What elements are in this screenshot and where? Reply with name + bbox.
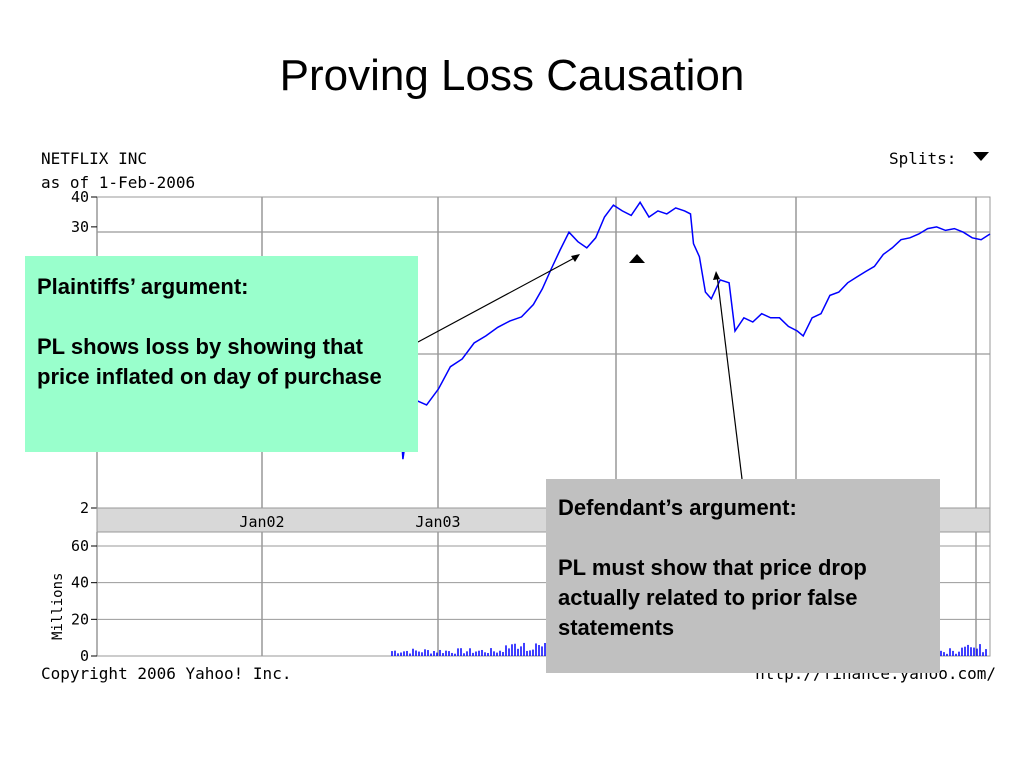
volume-tick-label: 40	[71, 574, 89, 592]
price-tick-label: 40	[71, 188, 89, 206]
volume-axis-label: Millions	[50, 573, 66, 640]
triangle-down-icon[interactable]	[973, 152, 989, 161]
defendant-body: PL must show that price drop actually re…	[558, 555, 867, 640]
volume-tick-label: 60	[71, 537, 89, 555]
price-tick-label: 30	[71, 218, 89, 236]
plaintiff-arrow	[417, 254, 580, 343]
copyright-text: Copyright 2006 Yahoo! Inc.	[41, 664, 291, 683]
volume-tick-label: 0	[80, 647, 89, 665]
slide-title: Proving Loss Causation	[279, 51, 745, 100]
plaintiff-callout: Plaintiffs’ argument: PL shows loss by s…	[25, 256, 418, 452]
price-tick-label: 2	[80, 499, 89, 517]
x-tick-label: Jan03	[415, 513, 460, 531]
chart-company: NETFLIX INC	[41, 149, 147, 168]
volume-tick-label: 20	[71, 610, 89, 628]
x-tick-label: Jan02	[239, 513, 284, 531]
plaintiff-body: PL shows loss by showing that price infl…	[37, 334, 382, 389]
split-marker-icon	[629, 254, 645, 263]
defendant-heading: Defendant’s argument:	[558, 495, 797, 520]
price-line	[396, 200, 991, 460]
price-panel: 40 30 2	[71, 188, 991, 517]
defendant-arrow	[713, 271, 743, 480]
defendant-callout: Defendant’s argument: PL must show that …	[546, 479, 940, 673]
chart-as-of: as of 1-Feb-2006	[41, 173, 195, 192]
splits-label: Splits:	[889, 149, 956, 168]
plaintiff-heading: Plaintiffs’ argument:	[37, 274, 249, 299]
